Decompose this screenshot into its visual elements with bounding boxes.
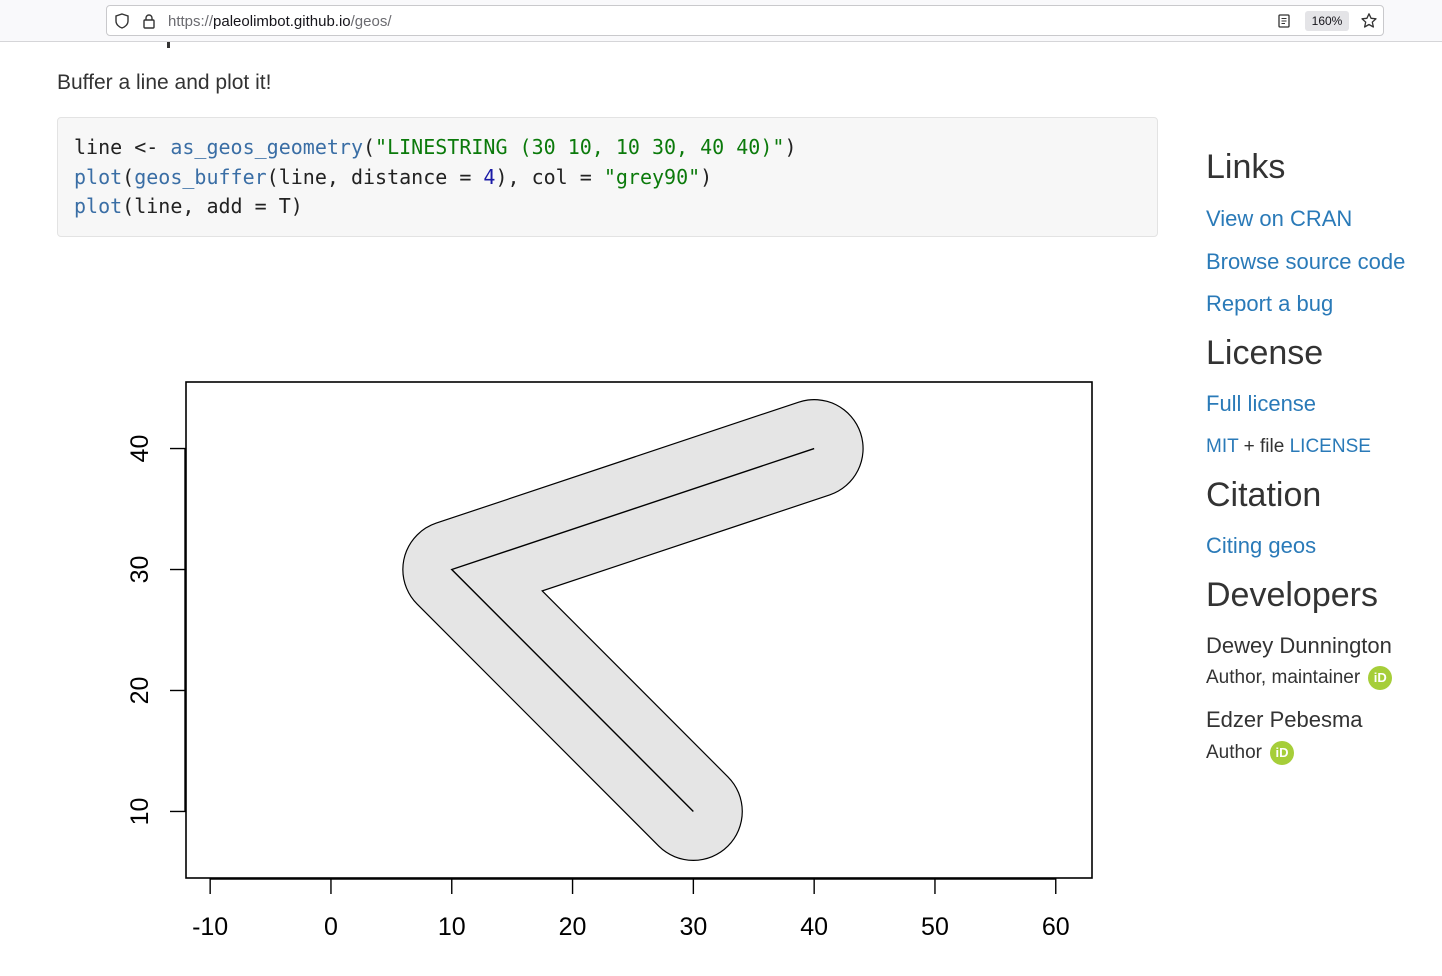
x-tick-label: 40 (800, 913, 828, 941)
browse-source-link[interactable]: Browse source code (1206, 249, 1406, 274)
star-icon[interactable] (1360, 12, 1378, 30)
orcid-icon[interactable]: iD (1368, 666, 1393, 690)
full-license-link[interactable]: Full license (1206, 391, 1317, 416)
code-line-3: plot(line, add = T) (74, 194, 303, 218)
x-tick-label: 20 (559, 913, 587, 941)
license-line: MIT + file LICENSE (1206, 436, 1371, 457)
y-tick-label: 30 (126, 556, 154, 584)
links-heading: Links (1206, 148, 1286, 186)
y-tick-label: 10 (126, 798, 154, 826)
lock-icon[interactable] (140, 12, 158, 30)
x-tick-label: 10 (438, 913, 466, 941)
browser-toolbar: https://paleolimbot.github.io/geos/ 160% (0, 0, 1442, 42)
developer-role: Author iD (1206, 741, 1294, 765)
developer-name: Edzer Pebesma (1206, 707, 1363, 732)
report-bug-link[interactable]: Report a bug (1206, 291, 1334, 316)
buffer-polygon (403, 400, 863, 860)
y-tick-label: 20 (126, 677, 154, 705)
x-tick-label: 0 (324, 913, 338, 941)
buffer-plot: -10 0 10 20 30 40 50 60 10 20 30 40 (126, 381, 1093, 941)
example-intro-text: Buffer a line and plot it! (57, 71, 272, 94)
x-tick-label: -10 (192, 913, 228, 941)
mit-license-link[interactable]: MIT (1206, 436, 1239, 457)
x-tick-label: 60 (1042, 913, 1070, 941)
developer-role: Author, maintainer iD (1206, 666, 1393, 690)
cut-off-heading-fragment (165, 30, 185, 48)
view-on-cran-link[interactable]: View on CRAN (1206, 206, 1353, 231)
citing-geos-link[interactable]: Citing geos (1206, 533, 1317, 558)
code-line-1: line <- as_geos_geometry("LINESTRING (30… (74, 135, 797, 159)
shield-icon[interactable] (113, 12, 131, 30)
x-tick-label: 50 (921, 913, 949, 941)
x-tick-label: 30 (679, 913, 707, 941)
citation-heading: Citation (1206, 476, 1322, 514)
y-tick-label: 40 (126, 435, 154, 463)
code-block: line <- as_geos_geometry("LINESTRING (30… (57, 117, 1158, 237)
orcid-icon[interactable]: iD (1269, 741, 1294, 765)
developer-name: Dewey Dunnington (1206, 633, 1392, 658)
line-geometry (450, 447, 815, 812)
url-text[interactable]: https://paleolimbot.github.io/geos/ (168, 13, 392, 30)
address-bar[interactable]: https://paleolimbot.github.io/geos/ 160% (106, 5, 1384, 36)
plot-frame (185, 381, 1093, 879)
reader-view-icon[interactable] (1275, 12, 1293, 30)
license-heading: License (1206, 334, 1324, 372)
zoom-level-badge[interactable]: 160% (1305, 11, 1349, 31)
license-file-link[interactable]: LICENSE (1289, 436, 1371, 457)
developers-heading: Developers (1206, 576, 1378, 614)
code-line-2: plot(geos_buffer(line, distance = 4), co… (74, 164, 713, 189)
